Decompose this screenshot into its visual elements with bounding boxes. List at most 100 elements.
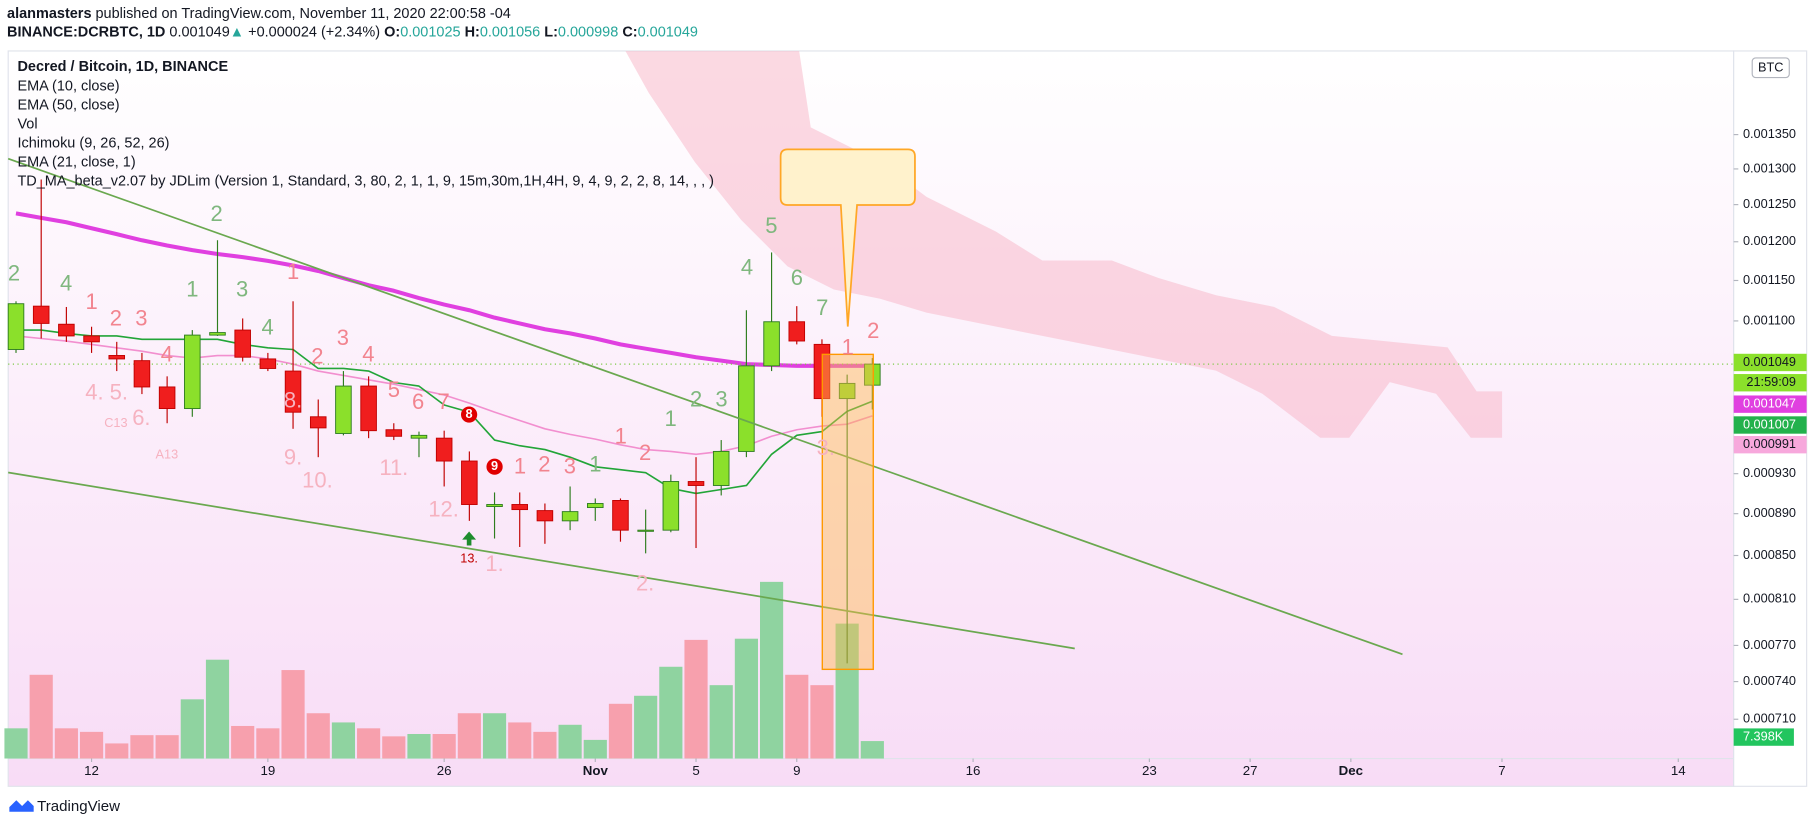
candle-body: [435, 437, 453, 462]
td-count: 3: [236, 276, 248, 301]
volume-bar: [382, 736, 406, 759]
quote-line: BINANCE:DCRBTC, 1D 0.001049▲ +0.000024 (…: [7, 24, 698, 40]
q-key: L:: [544, 24, 558, 40]
td-count: 6.: [132, 405, 150, 430]
td-count: 2: [110, 305, 122, 330]
candle-body: [234, 329, 251, 358]
published: published on TradingView.com, November 1…: [91, 6, 510, 22]
candle-body: [838, 382, 856, 400]
td-count: 1: [85, 289, 97, 314]
indicator-line: [15, 335, 873, 456]
td-count: 10.: [302, 468, 333, 493]
candle-body: [385, 429, 403, 437]
td-count: 9.: [284, 444, 302, 469]
volume-bar: [709, 685, 733, 759]
q-val: 0.001056: [480, 24, 540, 40]
candle-body: [511, 504, 528, 511]
publish-line: alanmasters published on TradingView.com…: [7, 6, 511, 22]
candle-body: [612, 500, 629, 531]
y-tick-label: 0.001200: [1743, 233, 1796, 248]
candle-body: [108, 355, 126, 360]
candle-body: [360, 385, 377, 432]
volume-bar: [835, 623, 859, 759]
price-label-bg: [1733, 416, 1807, 434]
x-tick-label: 5: [692, 763, 699, 778]
volume-bar: [331, 722, 356, 759]
legend-entry: Ichimoku (9, 26, 52, 26): [17, 136, 169, 152]
volume-bar: [357, 728, 381, 759]
price-label-bg: [1733, 353, 1807, 372]
td-count: 7: [816, 295, 828, 320]
price-label-bg: [1733, 436, 1807, 454]
candle-body: [788, 321, 806, 342]
td-count: 8: [466, 406, 473, 421]
y-tick-label: 0.000890: [1743, 505, 1796, 520]
q-key: C:: [622, 24, 637, 40]
td-count: 3: [135, 305, 147, 330]
y-tick-label: 0.000770: [1743, 637, 1796, 652]
candle-body: [587, 503, 604, 509]
volume-label: 7.398K: [1743, 728, 1784, 743]
td-count: 9: [491, 458, 498, 473]
volume-bar: [634, 695, 658, 759]
td-count: 2: [538, 451, 550, 476]
arrow: ▲: [230, 24, 244, 40]
volume-bar: [29, 674, 53, 759]
q-val: 0.001049: [638, 24, 698, 40]
td-count: 4: [161, 341, 173, 366]
td-count: 1: [842, 334, 854, 359]
td-count: 2: [211, 201, 223, 226]
candle-body: [687, 481, 705, 486]
candle-body: [158, 386, 176, 410]
price-label: 0.001047: [1743, 396, 1796, 411]
volume-bar: [79, 731, 104, 759]
volume-bar: [432, 733, 456, 759]
candle-body: [32, 305, 50, 324]
volume-label-bg: [1733, 728, 1794, 746]
x-tick-label: 12: [84, 763, 99, 778]
candle-body: [712, 450, 730, 486]
td-count: 8.: [284, 388, 302, 413]
volume-bar: [785, 674, 809, 759]
volume-bar: [608, 703, 633, 759]
last: 0.001049: [169, 24, 229, 40]
legend-entry: TD_MA_beta_v2.07 by JDLim (Version 1, St…: [17, 174, 713, 190]
y-tick-label: 0.000740: [1743, 673, 1796, 688]
x-tick-label: 23: [1142, 763, 1157, 778]
td-count: 2: [639, 440, 651, 465]
td-count: 3: [337, 325, 349, 350]
candle-body: [184, 334, 201, 410]
candle-body: [536, 510, 554, 522]
volume-bar: [105, 743, 129, 759]
volume-bar: [860, 741, 884, 759]
candle-body: [133, 360, 151, 388]
volume-bar: [508, 722, 532, 759]
chart-title: Decred / Bitcoin, 1D, BINANCE: [17, 59, 228, 75]
volume-bar: [407, 733, 431, 759]
candle-body: [259, 358, 277, 369]
candle-body: [58, 323, 75, 337]
candle-body: [309, 416, 327, 429]
candle-body: [335, 385, 352, 434]
volume-bar: [281, 670, 305, 759]
highlight-box: [821, 353, 874, 671]
legend-entry: EMA (21, close, 1): [17, 155, 135, 171]
x-tick-label: 19: [260, 763, 275, 778]
y-tick-label: 0.001300: [1743, 160, 1796, 175]
price-label: 0.001049: [1743, 354, 1796, 369]
price-label-bg: [1733, 395, 1807, 413]
q-key: H:: [465, 24, 480, 40]
td-count: 13.: [460, 551, 478, 566]
volume-bar: [759, 581, 784, 759]
callout: [779, 148, 916, 327]
indicator-line: [15, 211, 873, 368]
y-tick-label: 0.000710: [1743, 711, 1796, 726]
td-count: 3.: [817, 435, 835, 460]
volume-bar: [684, 639, 708, 759]
y-tick-label: 0.000810: [1743, 591, 1796, 606]
y-tick-label: 0.000850: [1743, 547, 1796, 562]
td-count: 1: [589, 451, 601, 476]
y-tick-label: 0.000930: [1743, 465, 1796, 480]
signal-dot: [486, 458, 503, 475]
